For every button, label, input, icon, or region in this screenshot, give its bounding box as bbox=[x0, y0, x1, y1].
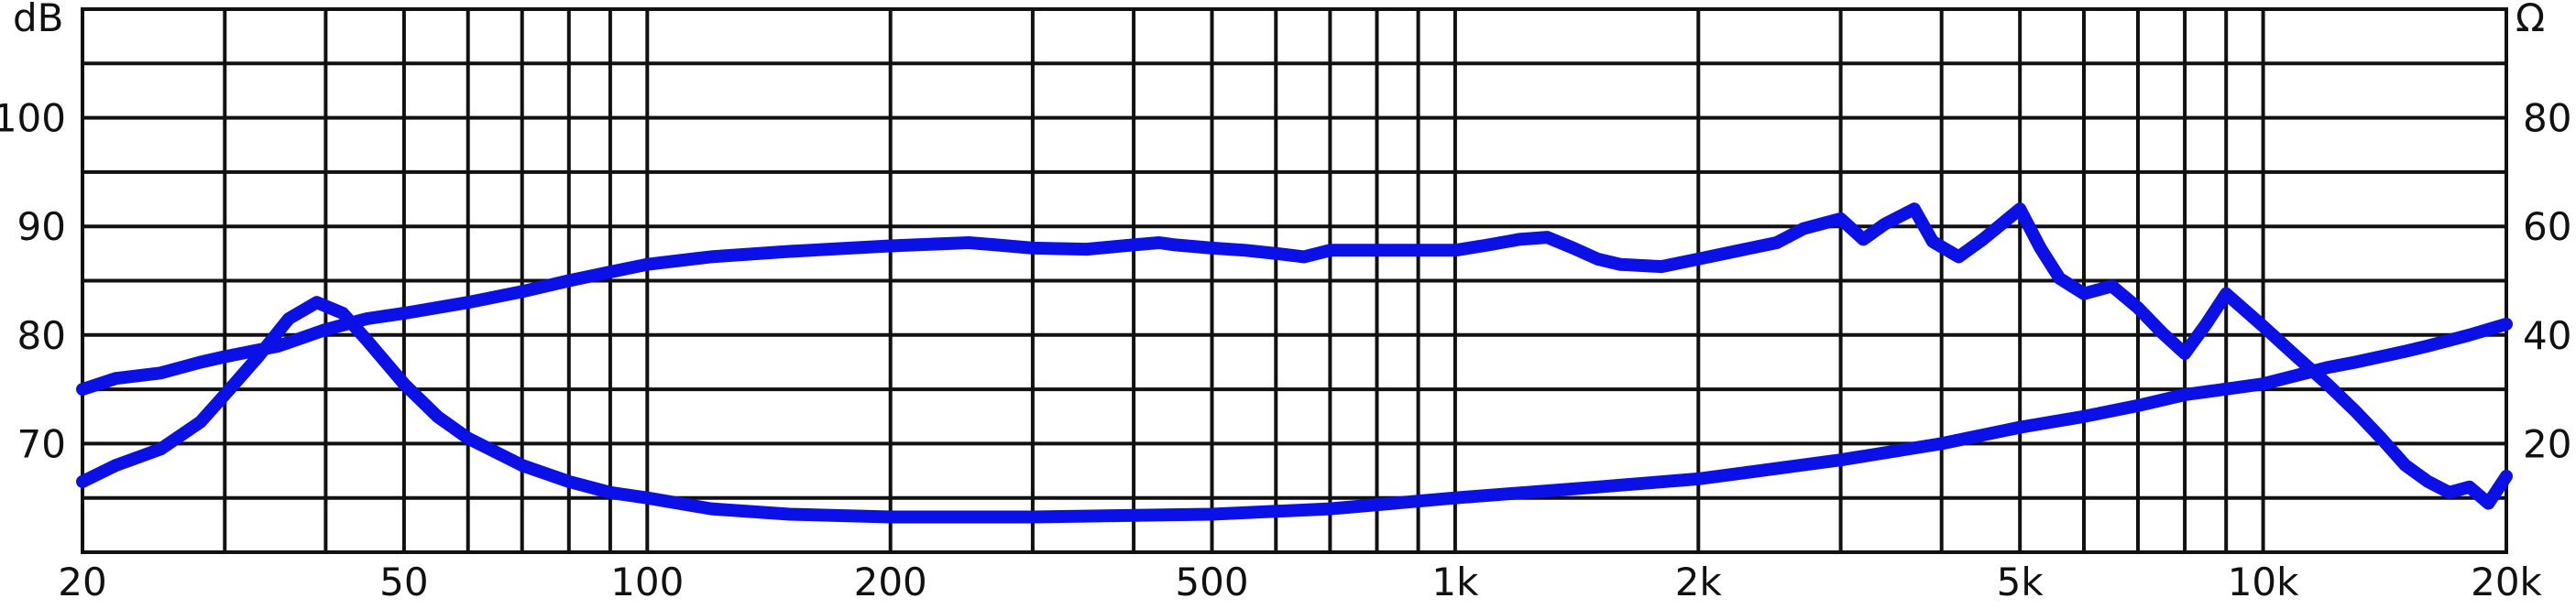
y-axis-left-unit-label: dB bbox=[13, 0, 63, 40]
x-tick-labels: 20 50 100 200 500 1k 2k 5k 10k 20k bbox=[58, 560, 2542, 604]
y-right-tick-label-2: 60 bbox=[2523, 204, 2571, 249]
x-tick-label-0: 20 bbox=[58, 560, 106, 604]
x-tick-label-2: 100 bbox=[610, 560, 684, 604]
y-left-tick-label-3: 100 bbox=[0, 96, 66, 141]
series-line-frequency-response bbox=[76, 202, 2513, 510]
grid bbox=[81, 7, 2508, 554]
x-tick-label-4: 500 bbox=[1175, 560, 1248, 604]
x-tick-label-6: 2k bbox=[1675, 560, 1723, 604]
series-line-impedance bbox=[76, 296, 2513, 524]
x-tick-label-7: 5k bbox=[1997, 560, 2044, 604]
series-lines bbox=[76, 202, 2513, 524]
y-left-tick-label-1: 80 bbox=[17, 313, 66, 358]
x-tick-label-9: 20k bbox=[2471, 560, 2542, 604]
x-tick-label-5: 1k bbox=[1431, 560, 1479, 604]
y-left-tick-label-0: 70 bbox=[17, 421, 66, 466]
y-left-tick-label-2: 90 bbox=[17, 204, 66, 249]
x-tick-label-8: 10k bbox=[2228, 560, 2299, 604]
y-axis-right-unit-label: Ω bbox=[2516, 0, 2545, 40]
x-tick-label-3: 200 bbox=[854, 560, 927, 604]
y-right-tick-label-0: 20 bbox=[2523, 421, 2571, 466]
y-right-tick-label-3: 80 bbox=[2523, 96, 2571, 141]
y-left-tick-labels: 70 80 90 100 bbox=[0, 96, 66, 467]
y-right-tick-labels: 20 40 60 80 bbox=[2523, 96, 2571, 467]
plot-frame bbox=[81, 7, 2508, 554]
y-right-tick-label-1: 40 bbox=[2523, 313, 2571, 358]
x-tick-label-1: 50 bbox=[379, 560, 428, 604]
